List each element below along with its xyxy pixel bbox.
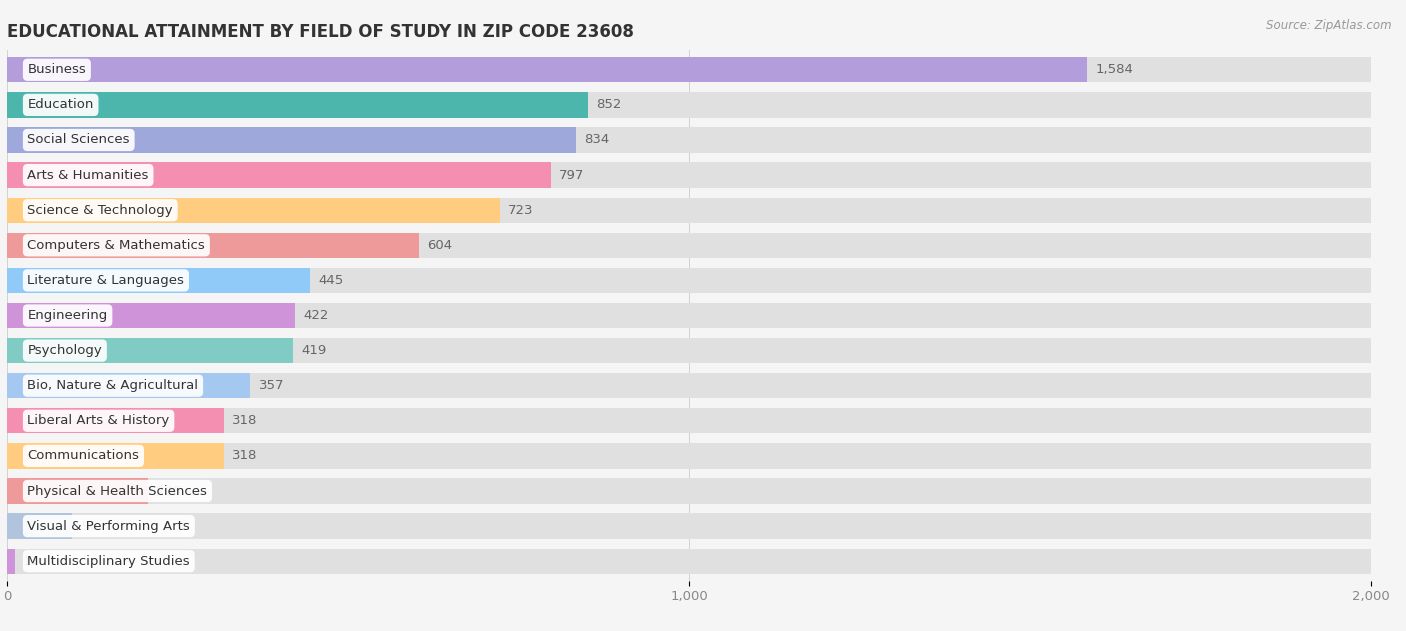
- Bar: [7, 303, 1371, 328]
- Text: 1,584: 1,584: [1095, 63, 1133, 76]
- Text: Engineering: Engineering: [28, 309, 108, 322]
- Text: Psychology: Psychology: [28, 344, 103, 357]
- Text: 604: 604: [427, 239, 453, 252]
- Text: Education: Education: [28, 98, 94, 112]
- Bar: [7, 303, 295, 328]
- Text: Visual & Performing Arts: Visual & Performing Arts: [28, 519, 190, 533]
- Bar: [7, 233, 419, 258]
- Text: Science & Technology: Science & Technology: [28, 204, 173, 216]
- Bar: [7, 198, 1371, 223]
- Text: Social Sciences: Social Sciences: [28, 134, 129, 146]
- Bar: [7, 373, 1371, 398]
- Bar: [7, 57, 1371, 83]
- Bar: [7, 443, 224, 469]
- Bar: [7, 478, 1371, 504]
- Text: 206: 206: [156, 485, 181, 497]
- Text: 318: 318: [232, 415, 257, 427]
- Bar: [7, 514, 1371, 539]
- Text: Literature & Languages: Literature & Languages: [28, 274, 184, 287]
- Text: 852: 852: [596, 98, 621, 112]
- Text: 834: 834: [583, 134, 609, 146]
- Text: Communications: Communications: [28, 449, 139, 463]
- Text: 419: 419: [301, 344, 326, 357]
- Bar: [7, 127, 1371, 153]
- Bar: [7, 162, 551, 188]
- Bar: [7, 443, 1371, 469]
- Text: 797: 797: [558, 168, 583, 182]
- Bar: [7, 548, 1371, 574]
- Bar: [7, 198, 501, 223]
- Bar: [7, 268, 1371, 293]
- Bar: [7, 162, 1371, 188]
- Bar: [7, 233, 1371, 258]
- Text: Multidisciplinary Studies: Multidisciplinary Studies: [28, 555, 190, 568]
- Text: Liberal Arts & History: Liberal Arts & History: [28, 415, 170, 427]
- Text: Physical & Health Sciences: Physical & Health Sciences: [28, 485, 207, 497]
- Text: 11: 11: [22, 555, 39, 568]
- Bar: [7, 338, 292, 363]
- Bar: [7, 92, 588, 117]
- Bar: [7, 408, 1371, 433]
- Bar: [7, 338, 1371, 363]
- Text: 422: 422: [302, 309, 329, 322]
- Bar: [7, 548, 14, 574]
- Bar: [7, 478, 148, 504]
- Text: 318: 318: [232, 449, 257, 463]
- Text: Arts & Humanities: Arts & Humanities: [28, 168, 149, 182]
- Text: Bio, Nature & Agricultural: Bio, Nature & Agricultural: [28, 379, 198, 392]
- Text: 96: 96: [80, 519, 97, 533]
- Bar: [7, 268, 311, 293]
- Text: Source: ZipAtlas.com: Source: ZipAtlas.com: [1267, 19, 1392, 32]
- Text: Business: Business: [28, 63, 86, 76]
- Bar: [7, 127, 575, 153]
- Bar: [7, 408, 224, 433]
- Text: 445: 445: [319, 274, 344, 287]
- Bar: [7, 92, 1371, 117]
- Text: 723: 723: [508, 204, 534, 216]
- Bar: [7, 514, 73, 539]
- Bar: [7, 373, 250, 398]
- Text: EDUCATIONAL ATTAINMENT BY FIELD OF STUDY IN ZIP CODE 23608: EDUCATIONAL ATTAINMENT BY FIELD OF STUDY…: [7, 23, 634, 40]
- Bar: [7, 57, 1087, 83]
- Text: 357: 357: [259, 379, 284, 392]
- Text: Computers & Mathematics: Computers & Mathematics: [28, 239, 205, 252]
